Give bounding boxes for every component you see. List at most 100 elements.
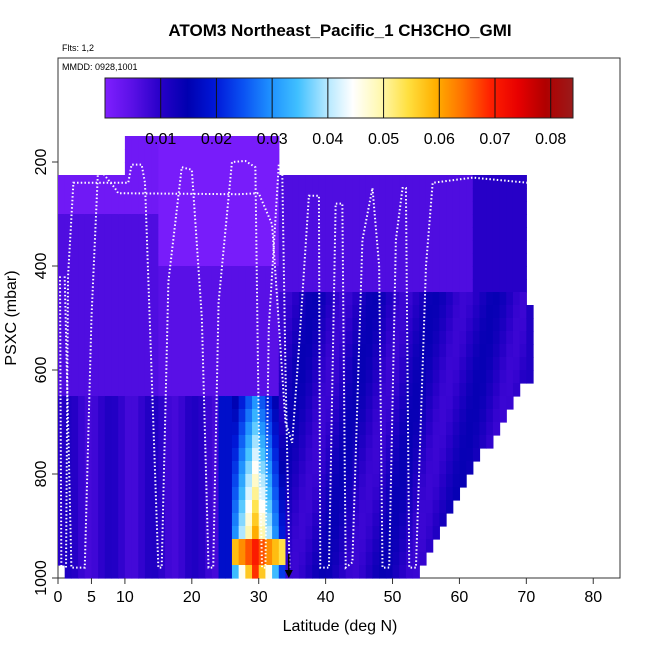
heatmap-cell (479, 396, 487, 410)
heatmap-cell (298, 500, 307, 514)
heatmap-cell (298, 565, 307, 579)
heatmap-cell (165, 162, 173, 176)
heatmap-cell (198, 435, 206, 449)
heatmap-cell (84, 292, 93, 306)
heatmap-cell (318, 565, 327, 579)
heatmap-cell (272, 188, 280, 202)
heatmap-cell (238, 370, 246, 384)
heatmap-cell (98, 253, 106, 267)
heatmap-cell (379, 383, 387, 397)
heatmap-cell (272, 500, 280, 514)
heatmap-cell (158, 292, 166, 306)
heatmap-cell (412, 227, 420, 241)
heatmap-cell (238, 162, 246, 176)
heatmap-cell (258, 461, 267, 475)
heatmap-cell (252, 383, 260, 397)
heatmap-cell (392, 539, 400, 553)
heatmap-cell (292, 526, 300, 540)
heatmap-cell (218, 487, 226, 501)
heatmap-cell (231, 539, 240, 553)
heatmap-cell (486, 188, 494, 202)
heatmap-cell (151, 370, 159, 384)
heatmap-cell (151, 435, 159, 449)
heatmap-cell (104, 318, 113, 332)
heatmap-cell (171, 448, 180, 462)
heatmap-cell (252, 422, 260, 436)
heatmap-cell (459, 331, 467, 345)
heatmap-cell (439, 383, 447, 397)
heatmap-cell (231, 461, 240, 475)
heatmap-cell (365, 266, 374, 280)
heatmap-cell (211, 305, 220, 319)
heatmap-cell (372, 539, 380, 553)
heatmap-cell (385, 370, 394, 384)
heatmap-cell (198, 227, 206, 241)
heatmap-cell (185, 474, 193, 488)
heatmap-cell (144, 136, 153, 150)
heatmap-cell (158, 474, 166, 488)
heatmap-cell (258, 331, 267, 345)
heatmap-cell (345, 565, 353, 579)
heatmap-cell (165, 487, 173, 501)
heatmap-cell (124, 136, 133, 150)
heatmap-cell (372, 305, 380, 319)
heatmap-cell (191, 526, 200, 540)
heatmap-cell (252, 136, 260, 150)
heatmap-cell (359, 266, 367, 280)
heatmap-cell (131, 357, 139, 371)
heatmap-cell (71, 461, 79, 475)
heatmap-cell (305, 461, 313, 475)
heatmap-cell (231, 331, 240, 345)
heatmap-cell (64, 474, 72, 488)
heatmap-cell (446, 357, 454, 371)
heatmap-cell (225, 357, 233, 371)
heatmap-cell (138, 448, 146, 462)
heatmap-cell (171, 136, 180, 150)
heatmap-cell (91, 552, 99, 566)
heatmap-cell (486, 344, 494, 358)
heatmap-cell (292, 214, 300, 228)
heatmap-cell (379, 201, 387, 215)
heatmap-cell (104, 422, 113, 436)
heatmap-cell (131, 396, 139, 410)
heatmap-cell (285, 409, 293, 423)
heatmap-cell (499, 318, 507, 332)
heatmap-cell (124, 266, 133, 280)
heatmap-cell (472, 435, 481, 449)
heatmap-cell (198, 266, 206, 280)
heatmap-cell (499, 266, 507, 280)
heatmap-cell (211, 552, 220, 566)
heatmap-cell (512, 383, 521, 397)
heatmap-cell (285, 279, 293, 293)
heatmap-cell (439, 448, 447, 462)
heatmap-cell (231, 565, 240, 579)
heatmap-cell (71, 383, 79, 397)
heatmap-cell (379, 422, 387, 436)
heatmap-cell (345, 331, 353, 345)
heatmap-cell (111, 396, 119, 410)
heatmap-cell (492, 292, 501, 306)
heatmap-cell (399, 240, 407, 254)
heatmap-cell (245, 279, 253, 293)
heatmap-cell (399, 370, 407, 384)
heatmap-cell (292, 201, 300, 215)
heatmap-cell (325, 188, 333, 202)
heatmap-cell (339, 435, 347, 449)
heatmap-cell (131, 318, 139, 332)
heatmap-cell (459, 318, 467, 332)
heatmap-cell (191, 487, 200, 501)
heatmap-cell (365, 188, 374, 202)
heatmap-cell (265, 253, 273, 267)
heatmap-cell (131, 461, 139, 475)
heatmap-cell (225, 370, 233, 384)
heatmap-cell (345, 487, 353, 501)
heatmap-cell (78, 474, 86, 488)
heatmap-cell (84, 279, 93, 293)
heatmap-cell (312, 487, 320, 501)
heatmap-cell (238, 383, 246, 397)
heatmap-cell (352, 487, 360, 501)
heatmap-cell (178, 383, 186, 397)
flight-track (63, 164, 532, 570)
heatmap-cell (486, 357, 494, 371)
heatmap-cell (158, 500, 166, 514)
